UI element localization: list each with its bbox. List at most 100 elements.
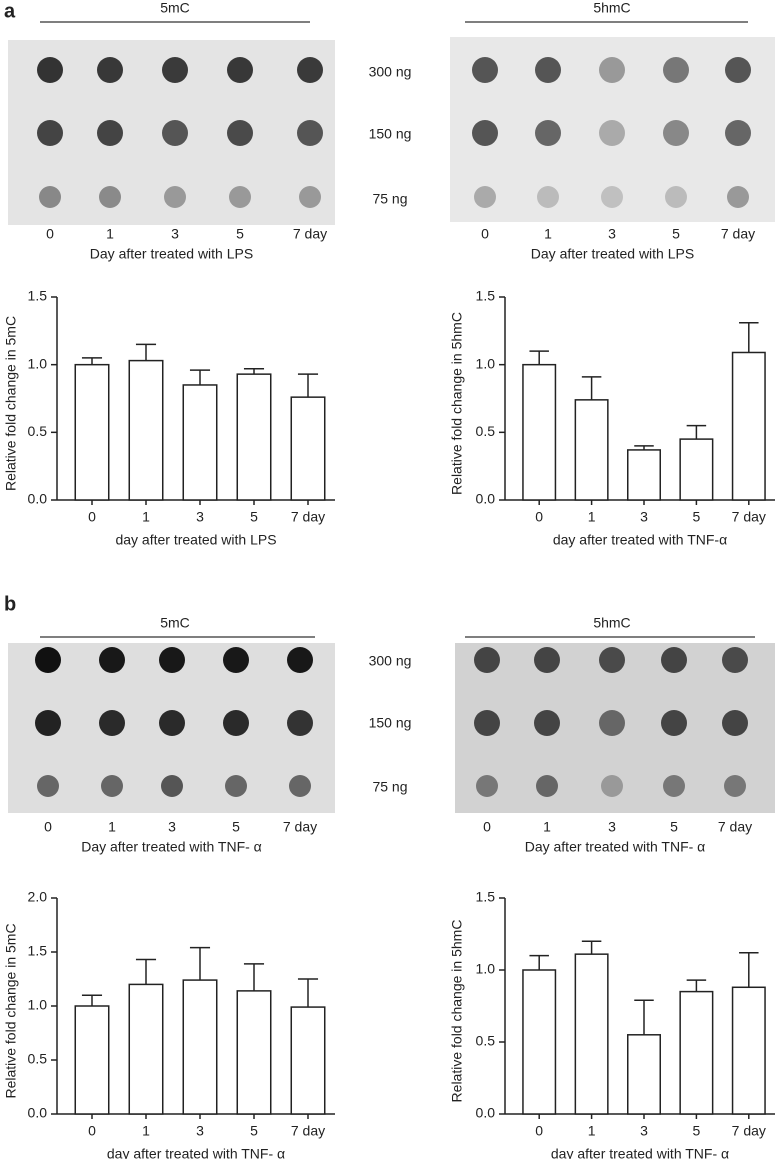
bar: [128, 983, 164, 1115]
y-axis-label: Relative fold change in 5mC: [3, 316, 19, 491]
x-tick-label: 7 day: [732, 509, 766, 525]
blot-dot: [227, 57, 253, 83]
blot-dot: [535, 120, 561, 146]
x-tick-label: 7 day: [732, 1123, 766, 1139]
blot-category: 5: [672, 226, 680, 242]
x-tick-label: 1: [142, 1123, 150, 1139]
blot-dot: [99, 647, 125, 673]
y-tick-label: 0.5: [476, 1033, 496, 1049]
blot-dot: [534, 647, 560, 673]
x-tick-label: 0: [535, 1123, 543, 1139]
y-axis-label: Relative fold change in 5hmC: [449, 920, 465, 1103]
blot-dot: [599, 120, 625, 146]
row-label: 75 ng: [372, 191, 407, 207]
blot-dot: [223, 647, 249, 673]
blot-dot: [724, 775, 746, 797]
blot-category: 5: [232, 819, 240, 835]
blot-dot: [472, 57, 498, 83]
blot-dot: [225, 775, 247, 797]
row-label: 150 ng: [369, 715, 412, 731]
blot-dot: [227, 120, 253, 146]
x-tick-label: 5: [250, 1123, 258, 1139]
blot-category: 7 day: [718, 819, 752, 835]
x-tick-label: 5: [250, 509, 258, 525]
blot-dot: [37, 120, 63, 146]
blot-dot: [722, 647, 748, 673]
blot-xlabel: Day after treated with LPS: [531, 246, 694, 262]
blot-category: 7 day: [293, 226, 327, 242]
bar: [627, 1034, 661, 1115]
y-tick-label: 1.5: [28, 288, 48, 304]
blot-xlabel: Day after treated with LPS: [90, 246, 253, 262]
blot-dot: [472, 120, 498, 146]
blot-category: 7 day: [721, 226, 755, 242]
x-axis-label: day after treated with LPS: [115, 532, 276, 548]
blot-dot: [99, 710, 125, 736]
x-tick-label: 0: [88, 1123, 96, 1139]
y-tick-label: 0.5: [476, 423, 496, 439]
y-tick-label: 0.0: [28, 491, 48, 507]
y-tick-label: 0.0: [476, 491, 496, 507]
blot-dot: [229, 186, 251, 208]
blot-dot: [663, 120, 689, 146]
blot-category: 0: [481, 226, 489, 242]
blot-dot: [534, 710, 560, 736]
blot-title: 5hmC: [593, 615, 630, 631]
bar: [574, 953, 609, 1115]
bar: [236, 990, 272, 1115]
blot-xlabel: Day after treated with TNF- α: [525, 839, 706, 855]
x-tick-label: 1: [588, 1123, 596, 1139]
bar: [128, 359, 164, 501]
panel-label: b: [4, 593, 16, 615]
bar: [679, 438, 714, 501]
x-tick-label: 1: [142, 509, 150, 525]
y-tick-label: 1.0: [28, 997, 48, 1013]
blot-dot: [725, 57, 751, 83]
blot-dot: [162, 120, 188, 146]
x-axis-label: day after treated with TNF- α: [107, 1146, 285, 1159]
row-label: 75 ng: [372, 779, 407, 795]
y-axis-label: Relative fold change in 5mC: [3, 923, 19, 1098]
blot-dot: [661, 710, 687, 736]
blot-dot: [727, 186, 749, 208]
blot-category: 3: [608, 819, 616, 835]
bar: [290, 396, 326, 501]
blot-dot: [599, 647, 625, 673]
x-tick-label: 0: [88, 509, 96, 525]
blot-dot: [97, 57, 123, 83]
blot-category: 3: [608, 226, 616, 242]
y-tick-label: 1.0: [476, 355, 496, 371]
blot-dot: [287, 647, 313, 673]
blot-dot: [663, 775, 685, 797]
blot-title: 5mC: [160, 0, 190, 16]
bar: [74, 1005, 110, 1115]
x-tick-label: 3: [640, 1123, 648, 1139]
blot-category: 1: [106, 226, 114, 242]
blot-xlabel: Day after treated with TNF- α: [81, 839, 262, 855]
y-tick-label: 0.0: [476, 1105, 496, 1121]
blot-category: 7 day: [283, 819, 317, 835]
x-tick-label: 7 day: [291, 509, 325, 525]
blot-dot: [39, 186, 61, 208]
y-tick-label: 1.5: [476, 889, 496, 905]
x-axis-label: day after treated with TNF-α: [553, 532, 727, 548]
blot-category: 0: [483, 819, 491, 835]
y-tick-label: 0.0: [28, 1105, 48, 1121]
bar: [236, 373, 272, 501]
blot-dot: [722, 710, 748, 736]
blot-category: 1: [543, 819, 551, 835]
blot-category: 1: [108, 819, 116, 835]
blot-dot: [601, 775, 623, 797]
panel-label: a: [4, 0, 16, 22]
blot-dot: [599, 57, 625, 83]
blot-dot: [97, 120, 123, 146]
x-tick-label: 7 day: [291, 1123, 325, 1139]
blot-dot: [663, 57, 689, 83]
bar: [182, 384, 218, 501]
row-label: 300 ng: [369, 653, 412, 669]
blot-category: 5: [670, 819, 678, 835]
blot-dot: [537, 186, 559, 208]
y-tick-label: 1.5: [28, 943, 48, 959]
blot-dot: [661, 647, 687, 673]
